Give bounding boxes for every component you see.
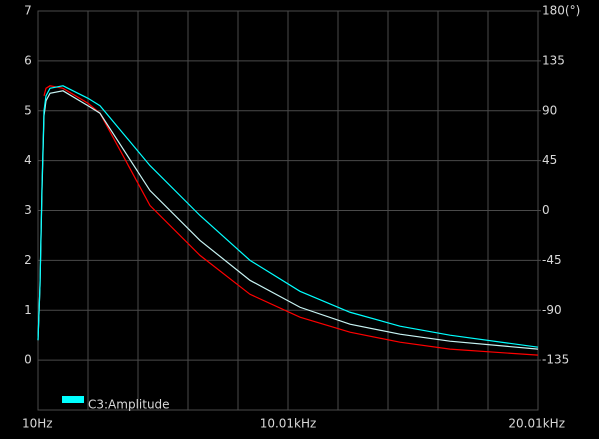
series-line — [43, 85, 539, 356]
y-tick-label: 2 — [24, 253, 32, 267]
y2-tick-label: 90 — [542, 103, 557, 117]
y2-tick-label: 0 — [542, 203, 550, 217]
y-tick-label: 5 — [24, 103, 32, 117]
y-tick-label: 6 — [24, 53, 32, 67]
x-tick-label: 10Hz — [22, 417, 53, 431]
y2-tick-label: -45 — [542, 253, 562, 267]
legend-swatch — [62, 396, 84, 403]
y-tick-label: 3 — [24, 203, 32, 217]
y-tick-label: 0 — [24, 353, 32, 367]
y2-tick-label: -135 — [542, 353, 569, 367]
y2-tick-label: -90 — [542, 303, 562, 317]
y-tick-label: 7 — [24, 4, 32, 18]
x-tick-label: 10.01kHz — [260, 417, 317, 431]
y2-tick-label: 45 — [542, 153, 557, 167]
legend-label: C3:Amplitude — [88, 398, 170, 412]
y2-tick-label: 135 — [542, 53, 565, 67]
series-line — [37, 85, 539, 348]
y-tick-label: 1 — [24, 303, 32, 317]
y2-tick-label: 180(°) — [542, 4, 580, 18]
y-tick-label: 4 — [24, 153, 32, 167]
x-tick-label: 20.01kHz — [508, 417, 565, 431]
